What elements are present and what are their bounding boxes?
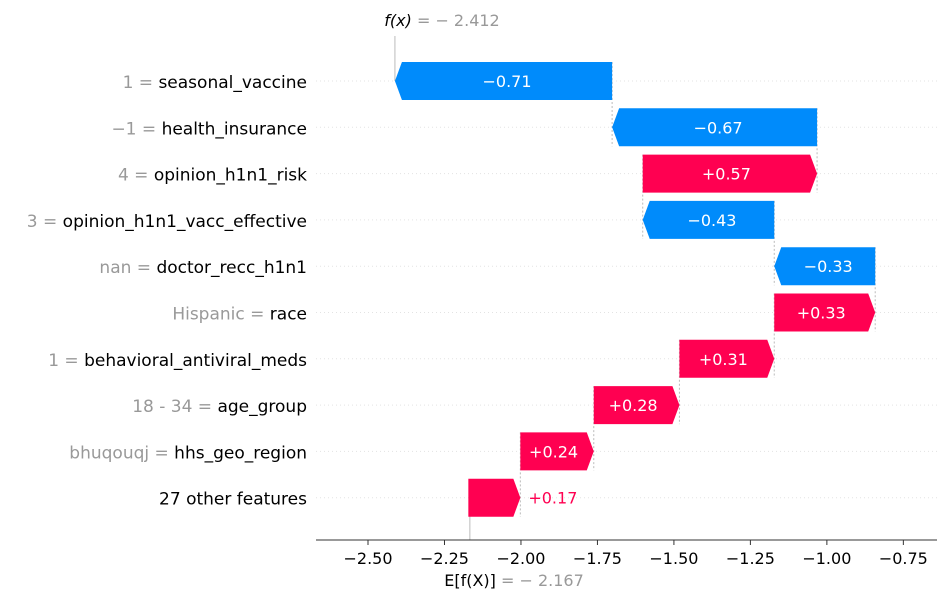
feature-label: 4 = opinion_h1n1_risk (118, 166, 307, 186)
feature-value: 1 = (48, 351, 84, 371)
feature-name: seasonal_vaccine (158, 73, 307, 93)
feature-value: 4 = (118, 166, 154, 186)
base-value-value: = − 2.167 (496, 571, 584, 590)
bar-value-label: +0.57 (702, 165, 751, 184)
x-tick-label: −0.75 (879, 549, 928, 568)
fx-annotation: f(x) = − 2.412 (384, 11, 499, 30)
x-tick-label: −1.75 (573, 549, 622, 568)
feature-name: health_insurance (162, 119, 307, 139)
feature-label: 18 - 34 = age_group (132, 397, 307, 417)
x-tick-label: −2.50 (343, 549, 392, 568)
feature-name: opinion_h1n1_risk (154, 166, 307, 186)
feature-name: hhs_geo_region (174, 443, 307, 463)
base-value-label: E[f(X)] (444, 571, 496, 590)
bar-value-label: +0.33 (797, 304, 846, 323)
bar-value-label: −0.67 (694, 118, 743, 137)
feature-label: 1 = behavioral_antiviral_meds (48, 351, 307, 371)
contribution-bar-seasonal-vaccine (394, 62, 613, 100)
feature-value: Hispanic = (172, 305, 269, 325)
bar-value-label: +0.17 (528, 489, 577, 508)
x-tick-label: −1.50 (649, 549, 698, 568)
contribution-bars: −0.71 −0.67 +0.57 −0.43 −0.33 +0.33 +0.31 +0.28… (394, 62, 876, 517)
feature-label: 3 = opinion_h1n1_vacc_effective (27, 212, 307, 232)
feature-name: race (270, 305, 307, 325)
feature-value: 18 - 34 = (132, 397, 217, 417)
bar-value-label: +0.28 (609, 396, 658, 415)
contribution-bar-doctor-recc-h1n1 (774, 247, 876, 286)
feature-name: age_group (217, 397, 307, 417)
x-tick-label: −1.00 (802, 549, 851, 568)
bar-value-label: +0.31 (699, 350, 748, 369)
x-tick-label: −2.00 (496, 549, 545, 568)
bar-value-label: −0.71 (483, 72, 532, 91)
feature-label: −1 = health_insurance (111, 119, 307, 139)
feature-value: −1 = (111, 119, 161, 139)
feature-value: 3 = (27, 212, 63, 232)
x-tick-label: −1.25 (726, 549, 775, 568)
x-tick-label: −2.25 (420, 549, 469, 568)
feature-name: 27 other features (159, 490, 307, 510)
fx-value: = − 2.412 (412, 11, 500, 30)
bar-value-label: −0.33 (804, 257, 853, 276)
feature-label: bhuqouqj = hhs_geo_region (69, 443, 307, 463)
feature-value: 1 = (123, 73, 159, 93)
fx-label: f(x) (384, 11, 412, 30)
bar-value-label: −0.43 (687, 211, 736, 230)
feature-label: nan = doctor_recc_h1n1 (99, 258, 307, 278)
bar-value-label: +0.24 (529, 442, 578, 461)
feature-name: behavioral_antiviral_meds (84, 351, 307, 371)
contribution-bar-race (774, 293, 876, 332)
x-axis-ticks: −2.50 −2.25 −2.00 −1.75 −1.50 −1.25 −1.00 −0.75 (343, 540, 928, 568)
contribution-bar-behavioral-antiviral-meds (679, 339, 775, 378)
feature-name: doctor_recc_h1n1 (156, 258, 307, 278)
feature-label: 27 other features (159, 490, 307, 510)
contribution-bar-health-insurance (612, 108, 818, 147)
feature-label: 1 = seasonal_vaccine (123, 73, 307, 93)
feature-labels: 1 = seasonal_vaccine −1 = health_insuranc… (27, 73, 307, 510)
contribution-bar-age-group (593, 386, 680, 425)
contribution-bar-opinion-h1n1-vacc-effective (642, 200, 775, 239)
contribution-bar-opinion-h1n1-risk (642, 154, 818, 193)
contribution-bar-27-other-features (468, 478, 521, 517)
feature-value: bhuqouqj = (69, 443, 174, 463)
feature-label: Hispanic = race (172, 305, 307, 325)
base-value-annotation: E[f(X)] = − 2.167 (444, 571, 584, 590)
contribution-bar-hhs-geo-region (520, 432, 594, 471)
feature-name: opinion_h1n1_vacc_effective (63, 212, 307, 232)
feature-value: nan = (99, 258, 156, 278)
